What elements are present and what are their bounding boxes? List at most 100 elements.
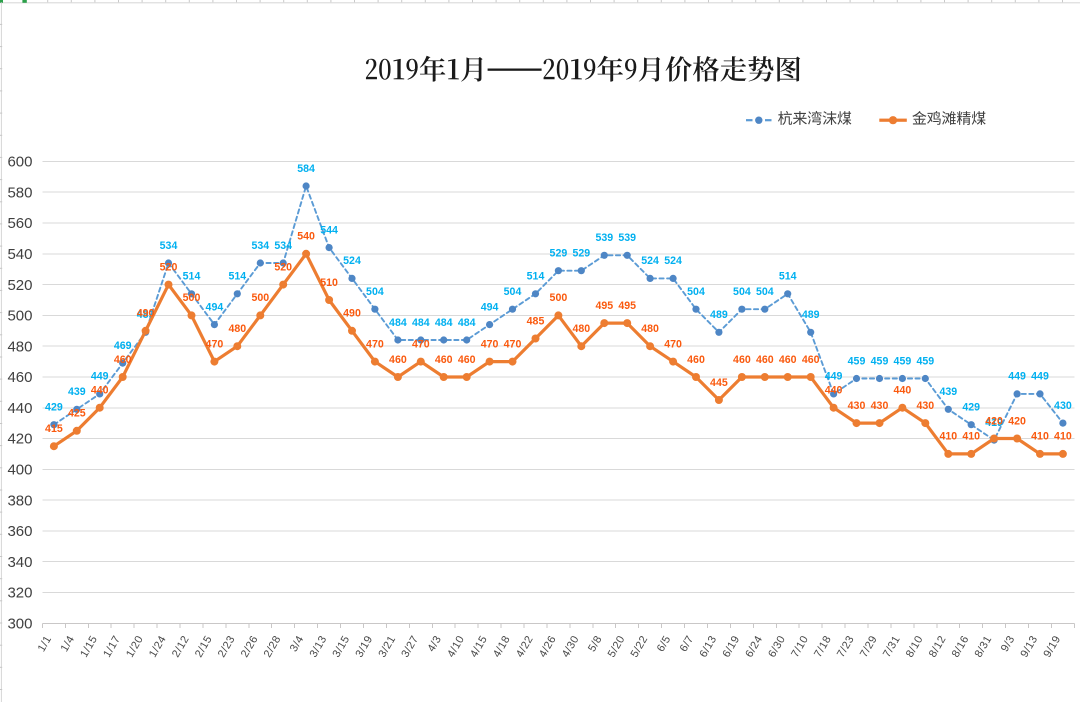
svg-text:449: 449: [91, 371, 109, 383]
svg-text:529: 529: [572, 248, 590, 260]
svg-text:514: 514: [228, 271, 246, 283]
svg-text:2/12: 2/12: [170, 634, 192, 660]
svg-text:1/15: 1/15: [78, 634, 100, 660]
svg-text:340: 340: [7, 554, 32, 571]
svg-text:420: 420: [985, 415, 1003, 427]
svg-text:1/1: 1/1: [36, 634, 55, 654]
svg-text:1/4: 1/4: [59, 634, 78, 654]
svg-text:4/15: 4/15: [468, 634, 490, 660]
svg-text:484: 484: [412, 317, 430, 329]
svg-text:439: 439: [68, 386, 86, 398]
svg-text:470: 470: [664, 338, 682, 350]
svg-text:6/7: 6/7: [678, 634, 697, 654]
svg-text:490: 490: [343, 308, 361, 320]
svg-text:440: 440: [91, 385, 109, 397]
svg-text:514: 514: [527, 271, 545, 283]
svg-text:489: 489: [710, 309, 728, 321]
svg-text:470: 470: [206, 338, 224, 350]
svg-text:460: 460: [389, 354, 407, 366]
svg-text:5/20: 5/20: [606, 634, 628, 660]
svg-text:480: 480: [641, 323, 659, 335]
svg-text:430: 430: [848, 400, 866, 412]
svg-text:539: 539: [595, 232, 613, 244]
svg-text:470: 470: [481, 338, 499, 350]
svg-text:4/10: 4/10: [445, 634, 467, 660]
svg-text:440: 440: [894, 385, 912, 397]
svg-text:3/13: 3/13: [308, 634, 330, 660]
svg-text:500: 500: [183, 292, 201, 304]
svg-text:9/19: 9/19: [1041, 634, 1063, 660]
svg-text:439: 439: [939, 386, 957, 398]
svg-text:5/8: 5/8: [586, 634, 605, 654]
svg-text:3/21: 3/21: [376, 634, 398, 660]
svg-text:529: 529: [550, 248, 568, 260]
svg-text:484: 484: [458, 317, 476, 329]
svg-text:400: 400: [7, 462, 32, 479]
svg-text:430: 430: [916, 400, 934, 412]
svg-text:8/31: 8/31: [973, 634, 995, 660]
svg-text:8/16: 8/16: [950, 634, 972, 660]
svg-text:540: 540: [297, 231, 315, 243]
svg-text:4/22: 4/22: [514, 634, 536, 660]
svg-text:504: 504: [504, 286, 522, 298]
svg-text:360: 360: [7, 523, 32, 540]
svg-text:1/17: 1/17: [101, 634, 123, 660]
svg-text:5/22: 5/22: [629, 634, 651, 660]
svg-text:7/31: 7/31: [881, 634, 903, 660]
svg-text:480: 480: [572, 323, 590, 335]
svg-text:504: 504: [733, 286, 751, 298]
svg-text:4/30: 4/30: [560, 634, 582, 660]
svg-text:469: 469: [114, 340, 132, 352]
svg-text:3/27: 3/27: [399, 634, 421, 660]
svg-text:480: 480: [7, 338, 32, 355]
svg-text:459: 459: [871, 355, 889, 367]
svg-text:6/30: 6/30: [766, 634, 788, 660]
svg-text:420: 420: [1008, 415, 1026, 427]
svg-text:484: 484: [389, 317, 407, 329]
svg-text:6/19: 6/19: [720, 634, 742, 660]
svg-text:9/13: 9/13: [1018, 634, 1040, 660]
svg-text:539: 539: [618, 232, 636, 244]
svg-text:415: 415: [45, 423, 63, 435]
svg-text:534: 534: [251, 240, 269, 252]
svg-text:1/24: 1/24: [147, 634, 169, 660]
svg-text:419: 419: [985, 417, 1003, 429]
svg-text:460: 460: [114, 354, 132, 366]
svg-text:6/13: 6/13: [697, 634, 719, 660]
svg-text:3/4: 3/4: [288, 634, 307, 654]
svg-text:470: 470: [366, 338, 384, 350]
svg-text:7/23: 7/23: [835, 634, 857, 660]
svg-text:460: 460: [687, 354, 705, 366]
svg-text:460: 460: [458, 354, 476, 366]
svg-text:4/18: 4/18: [491, 634, 513, 660]
svg-text:504: 504: [366, 286, 384, 298]
svg-text:440: 440: [7, 400, 32, 417]
svg-text:410: 410: [1031, 431, 1049, 443]
svg-text:500: 500: [7, 308, 32, 325]
svg-text:440: 440: [825, 385, 843, 397]
svg-text:410: 410: [1054, 431, 1072, 443]
svg-text:520: 520: [7, 277, 32, 294]
svg-text:460: 460: [802, 354, 820, 366]
svg-text:524: 524: [641, 255, 659, 267]
svg-text:524: 524: [664, 255, 682, 267]
svg-text:9/3: 9/3: [999, 634, 1018, 654]
svg-text:380: 380: [7, 492, 32, 509]
svg-text:320: 320: [7, 585, 32, 602]
svg-text:1/20: 1/20: [124, 634, 146, 660]
svg-text:2/28: 2/28: [262, 634, 284, 660]
svg-text:410: 410: [939, 431, 957, 443]
svg-text:504: 504: [756, 286, 774, 298]
svg-text:6/5: 6/5: [655, 634, 674, 654]
svg-text:7/10: 7/10: [789, 634, 811, 660]
svg-text:460: 460: [756, 354, 774, 366]
svg-text:2/26: 2/26: [239, 634, 261, 660]
svg-text:484: 484: [435, 317, 453, 329]
svg-text:459: 459: [848, 355, 866, 367]
svg-text:6/24: 6/24: [743, 634, 765, 660]
svg-text:544: 544: [320, 224, 338, 236]
svg-text:485: 485: [527, 315, 545, 327]
svg-text:490: 490: [137, 308, 155, 320]
svg-text:460: 460: [779, 354, 797, 366]
svg-text:534: 534: [274, 240, 292, 252]
